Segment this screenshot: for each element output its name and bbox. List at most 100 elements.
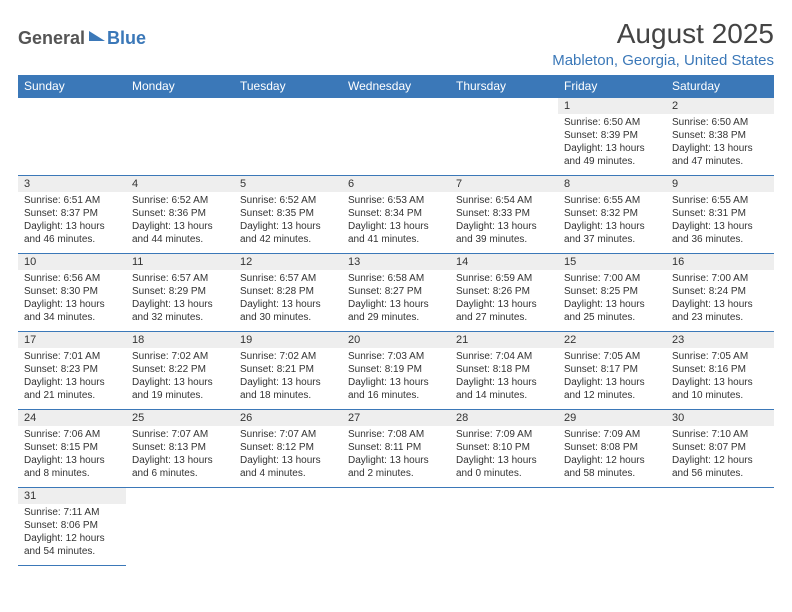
calendar-empty-cell — [126, 488, 234, 566]
daylight-line2: and 46 minutes. — [24, 233, 120, 246]
day-detail: Sunrise: 7:00 AMSunset: 8:25 PMDaylight:… — [558, 270, 666, 328]
sunrise-text: Sunrise: 7:03 AM — [348, 350, 444, 363]
sunrise-text: Sunrise: 7:08 AM — [348, 428, 444, 441]
sunset-text: Sunset: 8:36 PM — [132, 207, 228, 220]
calendar-empty-cell — [342, 98, 450, 176]
calendar-day-cell: 14Sunrise: 6:59 AMSunset: 8:26 PMDayligh… — [450, 254, 558, 332]
daylight-line1: Daylight: 13 hours — [348, 220, 444, 233]
sunset-text: Sunset: 8:16 PM — [672, 363, 768, 376]
sunrise-text: Sunrise: 7:07 AM — [132, 428, 228, 441]
day-number: 9 — [666, 176, 774, 192]
sunset-text: Sunset: 8:08 PM — [564, 441, 660, 454]
sunset-text: Sunset: 8:32 PM — [564, 207, 660, 220]
daylight-line2: and 36 minutes. — [672, 233, 768, 246]
sunrise-text: Sunrise: 7:11 AM — [24, 506, 120, 519]
daylight-line1: Daylight: 13 hours — [240, 376, 336, 389]
calendar-day-cell: 17Sunrise: 7:01 AMSunset: 8:23 PMDayligh… — [18, 332, 126, 410]
sunrise-text: Sunrise: 6:56 AM — [24, 272, 120, 285]
sunrise-text: Sunrise: 7:10 AM — [672, 428, 768, 441]
sunset-text: Sunset: 8:28 PM — [240, 285, 336, 298]
calendar-day-cell: 6Sunrise: 6:53 AMSunset: 8:34 PMDaylight… — [342, 176, 450, 254]
day-number: 17 — [18, 332, 126, 348]
daylight-line1: Daylight: 13 hours — [348, 376, 444, 389]
daylight-line2: and 6 minutes. — [132, 467, 228, 480]
day-number: 7 — [450, 176, 558, 192]
daylight-line2: and 18 minutes. — [240, 389, 336, 402]
calendar-day-cell: 28Sunrise: 7:09 AMSunset: 8:10 PMDayligh… — [450, 410, 558, 488]
day-detail: Sunrise: 6:55 AMSunset: 8:31 PMDaylight:… — [666, 192, 774, 250]
daylight-line1: Daylight: 13 hours — [24, 454, 120, 467]
day-number: 1 — [558, 98, 666, 114]
logo-text-general: General — [18, 28, 85, 49]
calendar-empty-cell — [558, 488, 666, 566]
weekday-header: Friday — [558, 75, 666, 98]
sunset-text: Sunset: 8:35 PM — [240, 207, 336, 220]
sunrise-text: Sunrise: 6:55 AM — [564, 194, 660, 207]
weekday-header: Monday — [126, 75, 234, 98]
sunrise-text: Sunrise: 6:57 AM — [240, 272, 336, 285]
calendar-week-row: 10Sunrise: 6:56 AMSunset: 8:30 PMDayligh… — [18, 254, 774, 332]
calendar-week-row: 24Sunrise: 7:06 AMSunset: 8:15 PMDayligh… — [18, 410, 774, 488]
day-detail: Sunrise: 7:09 AMSunset: 8:10 PMDaylight:… — [450, 426, 558, 484]
sunset-text: Sunset: 8:39 PM — [564, 129, 660, 142]
daylight-line1: Daylight: 12 hours — [564, 454, 660, 467]
day-detail: Sunrise: 6:54 AMSunset: 8:33 PMDaylight:… — [450, 192, 558, 250]
daylight-line2: and 29 minutes. — [348, 311, 444, 324]
calendar-day-cell: 3Sunrise: 6:51 AMSunset: 8:37 PMDaylight… — [18, 176, 126, 254]
day-number: 6 — [342, 176, 450, 192]
day-number: 24 — [18, 410, 126, 426]
daylight-line1: Daylight: 13 hours — [564, 220, 660, 233]
day-number: 20 — [342, 332, 450, 348]
daylight-line2: and 8 minutes. — [24, 467, 120, 480]
sunrise-text: Sunrise: 6:50 AM — [672, 116, 768, 129]
daylight-line2: and 54 minutes. — [24, 545, 120, 558]
day-detail: Sunrise: 6:55 AMSunset: 8:32 PMDaylight:… — [558, 192, 666, 250]
calendar-table: SundayMondayTuesdayWednesdayThursdayFrid… — [18, 75, 774, 566]
daylight-line2: and 58 minutes. — [564, 467, 660, 480]
sunset-text: Sunset: 8:25 PM — [564, 285, 660, 298]
sunset-text: Sunset: 8:07 PM — [672, 441, 768, 454]
daylight-line1: Daylight: 13 hours — [132, 298, 228, 311]
page-title: August 2025 — [552, 18, 774, 50]
calendar-empty-cell — [450, 488, 558, 566]
daylight-line2: and 2 minutes. — [348, 467, 444, 480]
weekday-header: Wednesday — [342, 75, 450, 98]
sunrise-text: Sunrise: 6:58 AM — [348, 272, 444, 285]
daylight-line2: and 25 minutes. — [564, 311, 660, 324]
daylight-line1: Daylight: 12 hours — [24, 532, 120, 545]
daylight-line1: Daylight: 13 hours — [456, 298, 552, 311]
calendar-day-cell: 13Sunrise: 6:58 AMSunset: 8:27 PMDayligh… — [342, 254, 450, 332]
day-number: 15 — [558, 254, 666, 270]
sunrise-text: Sunrise: 7:01 AM — [24, 350, 120, 363]
calendar-day-cell: 7Sunrise: 6:54 AMSunset: 8:33 PMDaylight… — [450, 176, 558, 254]
day-number: 19 — [234, 332, 342, 348]
calendar-empty-cell — [234, 488, 342, 566]
daylight-line1: Daylight: 13 hours — [24, 220, 120, 233]
daylight-line2: and 42 minutes. — [240, 233, 336, 246]
daylight-line2: and 56 minutes. — [672, 467, 768, 480]
calendar-day-cell: 9Sunrise: 6:55 AMSunset: 8:31 PMDaylight… — [666, 176, 774, 254]
daylight-line2: and 19 minutes. — [132, 389, 228, 402]
calendar-empty-cell — [666, 488, 774, 566]
calendar-day-cell: 21Sunrise: 7:04 AMSunset: 8:18 PMDayligh… — [450, 332, 558, 410]
sunset-text: Sunset: 8:11 PM — [348, 441, 444, 454]
sunset-text: Sunset: 8:10 PM — [456, 441, 552, 454]
logo-triangle-icon — [89, 31, 105, 41]
weekday-header: Thursday — [450, 75, 558, 98]
sunrise-text: Sunrise: 7:02 AM — [132, 350, 228, 363]
sunrise-text: Sunrise: 7:09 AM — [456, 428, 552, 441]
sunset-text: Sunset: 8:33 PM — [456, 207, 552, 220]
sunset-text: Sunset: 8:06 PM — [24, 519, 120, 532]
daylight-line1: Daylight: 13 hours — [672, 376, 768, 389]
day-detail: Sunrise: 7:05 AMSunset: 8:16 PMDaylight:… — [666, 348, 774, 406]
calendar-day-cell: 15Sunrise: 7:00 AMSunset: 8:25 PMDayligh… — [558, 254, 666, 332]
sunrise-text: Sunrise: 6:53 AM — [348, 194, 444, 207]
sunrise-text: Sunrise: 6:59 AM — [456, 272, 552, 285]
sunrise-text: Sunrise: 7:06 AM — [24, 428, 120, 441]
calendar-day-cell: 10Sunrise: 6:56 AMSunset: 8:30 PMDayligh… — [18, 254, 126, 332]
daylight-line2: and 32 minutes. — [132, 311, 228, 324]
calendar-day-cell: 18Sunrise: 7:02 AMSunset: 8:22 PMDayligh… — [126, 332, 234, 410]
calendar-week-row: 1Sunrise: 6:50 AMSunset: 8:39 PMDaylight… — [18, 98, 774, 176]
day-number: 28 — [450, 410, 558, 426]
weekday-header: Saturday — [666, 75, 774, 98]
